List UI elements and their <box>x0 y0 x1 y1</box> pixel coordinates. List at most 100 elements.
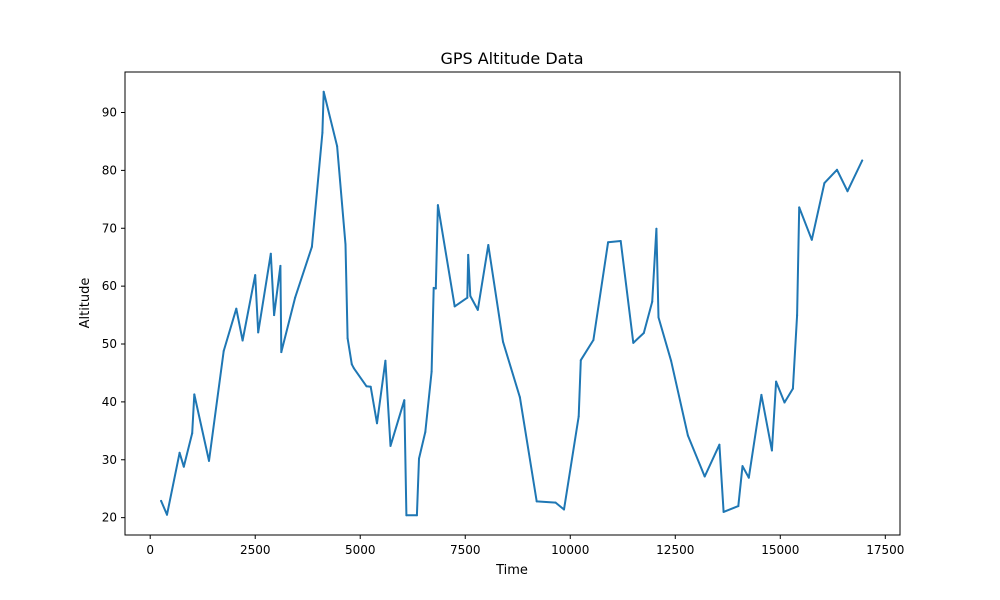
data-point <box>796 314 799 317</box>
y-tick-label: 90 <box>102 106 117 120</box>
data-point <box>193 393 196 396</box>
data-point <box>344 243 347 246</box>
data-point <box>642 332 645 334</box>
data-point <box>322 90 325 93</box>
plot-frame <box>124 71 901 536</box>
data-point <box>535 500 538 503</box>
data-point <box>254 274 257 277</box>
x-tick-label: 2500 <box>240 543 271 557</box>
y-axis-label: Altitude <box>78 278 93 329</box>
data-point <box>418 457 420 460</box>
data-point <box>279 264 282 267</box>
data-point <box>487 244 490 246</box>
y-tick-label: 60 <box>102 279 117 293</box>
data-point <box>376 422 378 425</box>
data-point <box>577 415 580 418</box>
data-point <box>466 296 469 299</box>
data-point <box>430 370 433 373</box>
x-tick-label: 17500 <box>866 543 904 557</box>
altitude-series-line <box>160 90 864 517</box>
data-point <box>791 387 794 390</box>
data-point <box>432 286 435 289</box>
data-point <box>655 227 658 230</box>
data-point <box>718 443 721 446</box>
data-point <box>178 451 181 454</box>
data-point <box>257 331 260 334</box>
data-point <box>280 351 283 354</box>
data-point <box>182 465 185 468</box>
data-point <box>389 444 392 447</box>
data-point <box>403 399 406 402</box>
data-point <box>798 206 801 209</box>
data-point <box>770 449 773 452</box>
y-axis: 20 30 40 50 60 70 80 90 <box>102 106 125 525</box>
data-point <box>861 159 864 162</box>
data-point <box>657 316 660 319</box>
x-axis: 0 2500 5000 7500 10000 12500 15000 17500 <box>146 535 904 557</box>
data-point <box>846 190 849 193</box>
data-point <box>722 510 725 513</box>
x-tick-label: 5000 <box>345 543 376 557</box>
x-tick-label: 10000 <box>551 543 589 557</box>
data-point <box>554 501 557 504</box>
x-axis-label: Time <box>495 563 528 578</box>
data-point <box>310 245 313 248</box>
data-point <box>747 476 750 479</box>
x-tick-label: 12500 <box>656 543 694 557</box>
data-point <box>166 513 168 516</box>
data-point <box>269 252 272 255</box>
data-point <box>346 337 349 340</box>
x-tick-label: 7500 <box>450 543 481 557</box>
data-point <box>737 505 740 508</box>
data-point <box>222 350 225 352</box>
x-tick-label: 15000 <box>761 543 799 557</box>
data-point <box>651 300 654 303</box>
data-point <box>434 287 437 290</box>
data-point <box>775 380 778 383</box>
data-point <box>760 393 763 396</box>
data-point <box>607 241 610 244</box>
data-point <box>336 145 339 148</box>
data-point <box>592 339 595 341</box>
chart-title: GPS Altitude Data <box>440 49 583 68</box>
data-point <box>467 253 470 256</box>
data-point <box>810 238 813 241</box>
y-tick-label: 20 <box>102 511 117 525</box>
y-tick-label: 50 <box>102 337 117 351</box>
data-point <box>619 240 622 242</box>
data-point <box>321 131 324 134</box>
data-point <box>384 359 387 362</box>
data-point <box>424 431 427 433</box>
y-tick-label: 40 <box>102 395 117 409</box>
data-point <box>783 401 786 404</box>
data-point <box>518 396 521 399</box>
data-point <box>703 475 706 478</box>
y-tick-label: 30 <box>102 453 117 467</box>
data-point <box>365 385 368 388</box>
data-points <box>160 90 864 517</box>
data-point <box>579 359 582 362</box>
data-point <box>352 367 355 370</box>
data-point <box>235 307 238 310</box>
data-point <box>469 295 472 297</box>
data-point <box>405 514 408 517</box>
data-point <box>191 432 194 435</box>
data-point <box>294 296 297 299</box>
data-point <box>436 204 439 207</box>
data-point <box>502 340 504 343</box>
data-point <box>563 508 565 511</box>
data-point <box>632 341 635 344</box>
y-tick-label: 80 <box>102 163 117 177</box>
data-point <box>241 339 244 342</box>
data-point <box>741 465 744 468</box>
data-point <box>453 305 456 308</box>
data-point <box>670 359 673 362</box>
x-tick-label: 0 <box>146 543 154 557</box>
data-point <box>823 182 826 185</box>
data-point <box>686 434 689 437</box>
data-point <box>208 459 210 462</box>
data-point <box>415 514 418 517</box>
data-point <box>369 385 372 388</box>
